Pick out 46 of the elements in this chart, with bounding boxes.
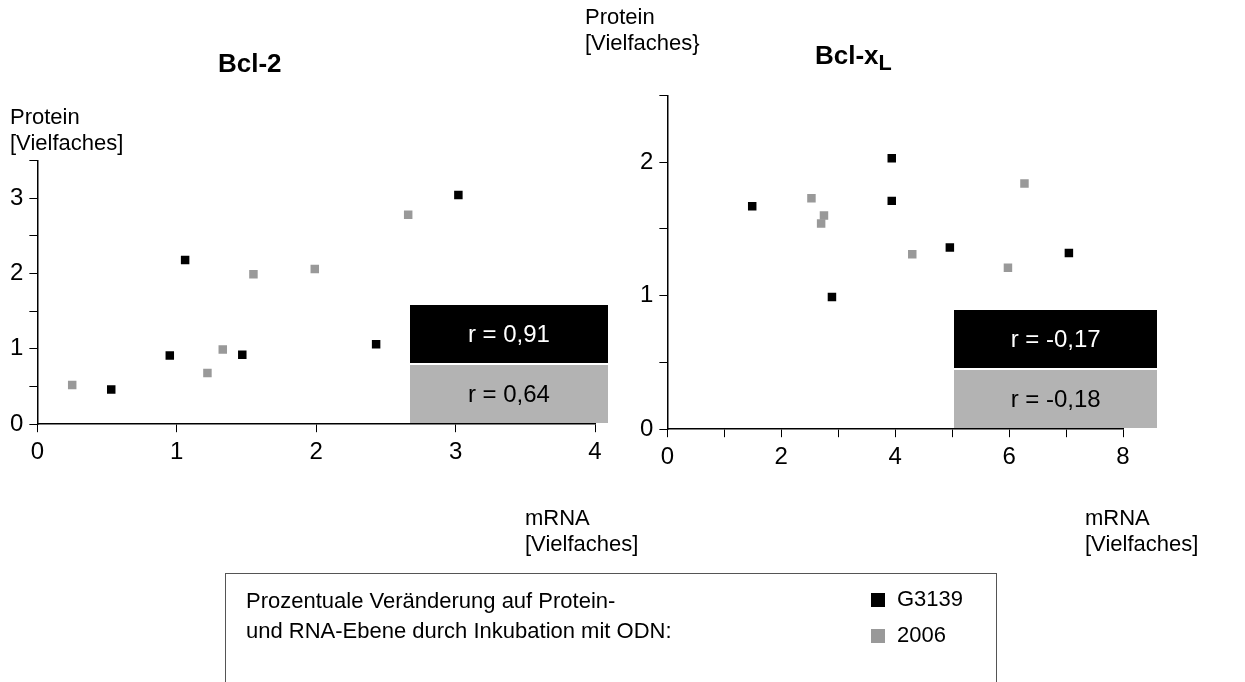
chart-title: Bcl-2	[218, 48, 282, 79]
y-tick-label: 0	[639, 413, 654, 441]
y-tick-label: 0	[9, 408, 24, 436]
x-tick-label: 0	[660, 442, 675, 470]
point	[819, 211, 829, 220]
point	[249, 269, 258, 279]
point	[816, 219, 826, 228]
x-tick-label: 3	[448, 437, 463, 465]
text-box: r = 0,64	[409, 365, 608, 424]
text-box: r = 0,91	[409, 305, 608, 364]
chart-title: Bcl-x$_{L}$	[815, 40, 892, 77]
point	[454, 190, 463, 200]
point	[403, 210, 413, 219]
x-tick-label: 4	[588, 437, 602, 465]
x-tick-label: 8	[1116, 442, 1130, 470]
point	[371, 340, 381, 349]
y-tick-label: 1	[9, 333, 24, 361]
x-tick-label: 0	[30, 437, 45, 465]
point	[945, 243, 955, 252]
point	[218, 345, 228, 354]
y-tick-label: 2	[639, 146, 654, 174]
legend-title: Prozentuale Veränderung auf Protein- und RNA-Ebene durch Inkubation mit ODN:	[246, 587, 672, 645]
x-tick-label: 6	[1002, 442, 1016, 470]
y-tick-label: 2	[9, 258, 24, 286]
text-box: r = -0,17	[954, 310, 1157, 369]
point	[203, 368, 212, 378]
legend-label: 2006	[897, 622, 946, 647]
y-axis-title: Protein [Vielfaches]	[10, 104, 124, 156]
y-tick-label: 3	[9, 182, 24, 210]
point	[106, 385, 116, 394]
x-axis-title: mRNA [Vielfaches]	[1085, 505, 1199, 557]
point	[165, 351, 175, 360]
point	[807, 193, 816, 203]
text-box: r = -0,18	[954, 370, 1157, 429]
x-tick-label: 4	[888, 442, 902, 470]
point	[1003, 263, 1013, 272]
x-tick-label: 1	[170, 437, 184, 465]
x-tick-label: 2	[309, 437, 323, 465]
y-tick-label: 1	[639, 280, 654, 308]
legend-label: G3139	[897, 586, 964, 611]
y-axis-title: Protein [Vielfaches}	[585, 4, 700, 56]
point	[238, 350, 247, 360]
x-tick-label: 2	[774, 442, 788, 470]
x-axis-title: mRNA [Vielfaches]	[525, 505, 639, 557]
point	[908, 250, 917, 259]
point	[1020, 179, 1029, 188]
